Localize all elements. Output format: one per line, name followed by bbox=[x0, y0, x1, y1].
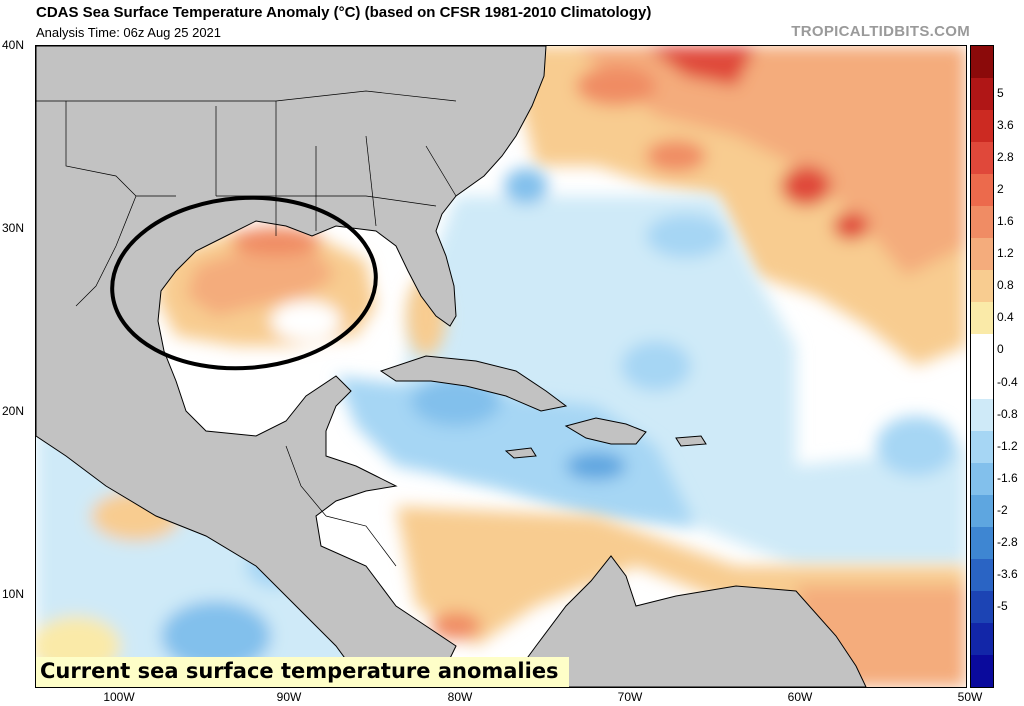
color-scale-label: 2 bbox=[997, 182, 1004, 197]
lon-label-90w: 90W bbox=[276, 690, 302, 704]
color-scale-label: -1.6 bbox=[997, 470, 1018, 485]
color-scale-segment bbox=[971, 206, 993, 239]
color-scale-label: 0.8 bbox=[997, 278, 1014, 293]
lon-label-80w: 80W bbox=[447, 690, 473, 704]
sst-anomaly-map: Current sea surface temperature anomalie… bbox=[35, 45, 967, 688]
color-scale-label: 0.4 bbox=[997, 310, 1014, 325]
lat-label-10n: 10N bbox=[2, 587, 25, 601]
color-scale-label: 1.6 bbox=[997, 214, 1014, 229]
color-scale-label: 1.2 bbox=[997, 246, 1014, 261]
color-scale-segment bbox=[971, 302, 993, 335]
color-scale-label: -3.6 bbox=[997, 566, 1018, 581]
color-scale-label: 5 bbox=[997, 86, 1004, 101]
color-scale-segment bbox=[971, 110, 993, 143]
lon-label-60w: 60W bbox=[787, 690, 813, 704]
land bbox=[36, 46, 867, 687]
analysis-time: Analysis Time: 06z Aug 25 2021 bbox=[36, 25, 222, 40]
gulf-highlight-circle bbox=[110, 195, 378, 371]
color-scale-segment bbox=[971, 270, 993, 303]
color-scale-segment bbox=[971, 590, 993, 624]
color-scale-segment bbox=[971, 142, 993, 175]
color-scale-segment bbox=[971, 366, 993, 400]
color-scale-segment bbox=[971, 238, 993, 271]
color-scale-segment bbox=[971, 46, 993, 79]
color-scale-segment bbox=[971, 430, 993, 464]
color-scale-segment bbox=[971, 78, 993, 111]
map-canvas bbox=[36, 46, 966, 687]
lat-label-30n: 30N bbox=[2, 221, 25, 235]
color-scale-segment bbox=[971, 558, 993, 592]
color-scale-label: -2 bbox=[997, 502, 1008, 517]
lon-label-100w: 100W bbox=[103, 690, 135, 704]
color-scale-segment bbox=[971, 622, 993, 656]
color-scale-segment bbox=[971, 526, 993, 560]
lat-label-40n: 40N bbox=[2, 38, 25, 52]
brand-watermark: TROPICALTIDBITS.COM bbox=[791, 23, 970, 40]
color-scale-segment bbox=[971, 398, 993, 432]
color-scale-label: -5 bbox=[997, 598, 1008, 613]
lon-label-50w: 50W bbox=[957, 690, 983, 704]
borders bbox=[36, 90, 457, 567]
color-scale-segment bbox=[971, 494, 993, 528]
color-scale-bar bbox=[970, 45, 994, 688]
lat-label-20n: 20N bbox=[2, 404, 25, 418]
color-scale-segment bbox=[971, 174, 993, 207]
map-caption: Current sea surface temperature anomalie… bbox=[36, 657, 569, 687]
color-scale-label: 3.6 bbox=[997, 118, 1014, 133]
color-scale-label: -0.4 bbox=[997, 374, 1018, 389]
color-scale-segment bbox=[971, 334, 993, 367]
chart-title: CDAS Sea Surface Temperature Anomaly (°C… bbox=[36, 4, 652, 21]
color-scale-label: 2.8 bbox=[997, 150, 1014, 165]
color-scale-label: 0 bbox=[997, 342, 1004, 357]
anomaly-field bbox=[36, 46, 966, 687]
color-scale-label: -2.8 bbox=[997, 534, 1018, 549]
color-scale-label: -0.8 bbox=[997, 406, 1018, 421]
color-scale-segment bbox=[971, 462, 993, 496]
color-scale-segment bbox=[971, 654, 993, 688]
color-scale-label: -1.2 bbox=[997, 438, 1018, 453]
lon-label-70w: 70W bbox=[617, 690, 643, 704]
